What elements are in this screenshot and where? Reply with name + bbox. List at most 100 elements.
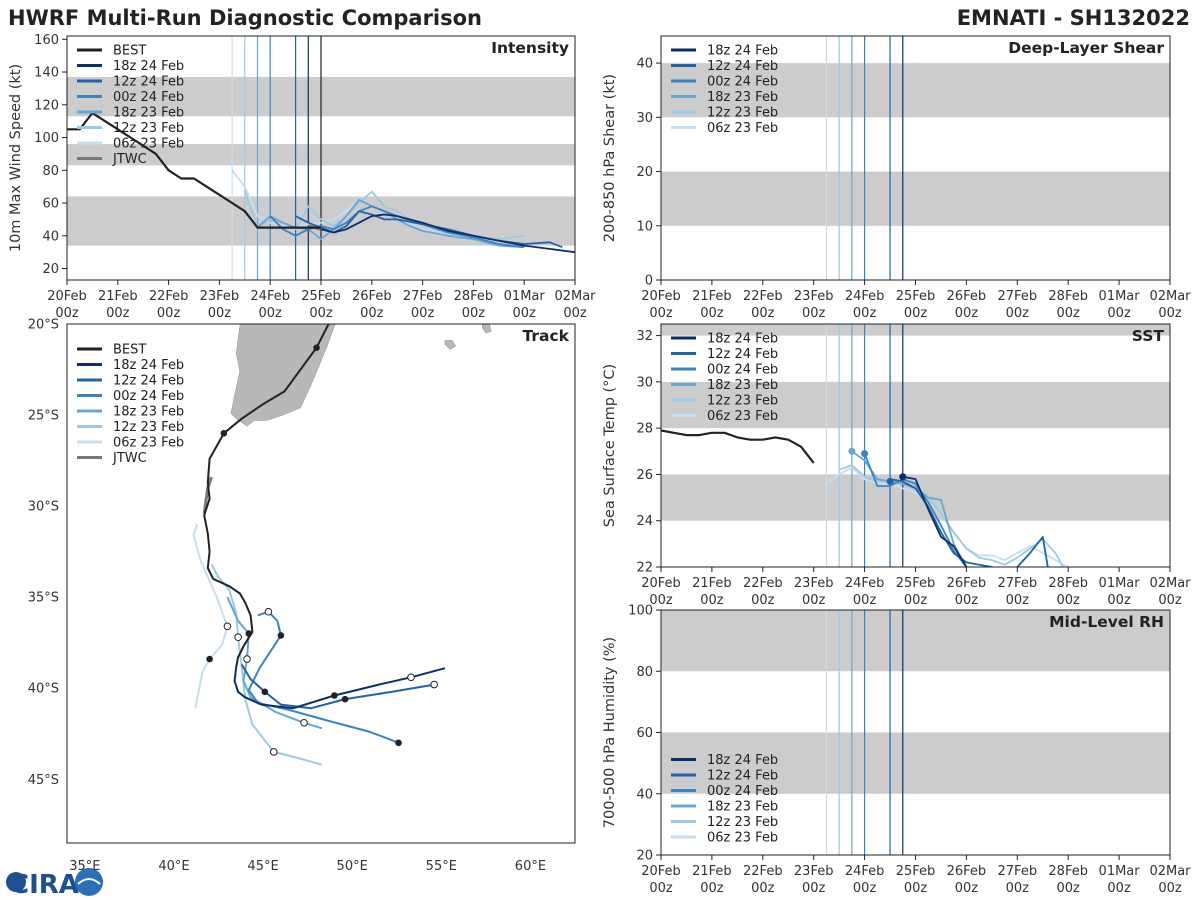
x-tick-hour: 00z bbox=[157, 306, 181, 321]
track-point-filled bbox=[220, 429, 228, 437]
track-12z-24-feb bbox=[240, 663, 435, 710]
legend-label: 18z 23 Feb bbox=[113, 106, 184, 121]
legend-label: 12z 23 Feb bbox=[113, 121, 184, 136]
threshold-band bbox=[661, 63, 1170, 118]
x-tick-hour: 00z bbox=[700, 306, 724, 321]
threshold-band bbox=[661, 324, 1170, 336]
legend-label: 06z 23 Feb bbox=[707, 831, 778, 846]
x-tick-hour: 00z bbox=[649, 593, 673, 608]
x-tick-date: 02Mar bbox=[1149, 289, 1191, 304]
lat-label: 25°S bbox=[28, 409, 59, 424]
land-mauritius bbox=[481, 324, 492, 334]
init-marker bbox=[886, 477, 894, 485]
legend-label: 18z 24 Feb bbox=[707, 753, 778, 768]
x-tick-hour: 00z bbox=[649, 881, 673, 896]
threshold-band bbox=[661, 171, 1170, 226]
x-tick-hour: 00z bbox=[802, 881, 826, 896]
cira-logo-wave-icon bbox=[77, 878, 101, 885]
panel-sst: 22 24 26 28 30 32 20Feb 00z 21Feb 00z 22Feb 00z 23Fe… bbox=[602, 323, 1191, 608]
x-tick-date: 01Mar bbox=[1099, 576, 1141, 591]
panel-rh: 20 40 60 80 100 20Feb 00z 21Feb 00z 22Feb 00z 23Feb… bbox=[602, 604, 1191, 897]
lon-label: 55°E bbox=[426, 859, 457, 874]
storm-id: EMNATI - SH132022 bbox=[957, 6, 1190, 30]
series-18z-24-feb bbox=[902, 475, 968, 567]
legend-label: 18z 24 Feb bbox=[113, 59, 184, 74]
legend-label: 18z 23 Feb bbox=[707, 800, 778, 815]
y-tick-label: 32 bbox=[636, 329, 653, 344]
lat-label: 30°S bbox=[28, 500, 59, 515]
x-tick-hour: 00z bbox=[462, 306, 486, 321]
cira-logo-emblem-icon bbox=[75, 868, 103, 896]
y-tick-label: 140 bbox=[34, 66, 59, 81]
x-tick-hour: 00z bbox=[1057, 306, 1081, 321]
track-jtwc bbox=[202, 476, 213, 514]
x-tick-hour: 00z bbox=[955, 881, 979, 896]
x-tick-date: 21Feb bbox=[692, 864, 732, 879]
figure-title: HWRF Multi-Run Diagnostic Comparison bbox=[8, 6, 482, 30]
series-best bbox=[661, 429, 815, 464]
x-tick-date: 27Feb bbox=[998, 576, 1038, 591]
plot-area bbox=[661, 324, 1170, 567]
legend-label: 18z 24 Feb bbox=[707, 44, 778, 59]
series-06z-23-feb bbox=[231, 169, 499, 244]
map-area bbox=[192, 324, 492, 766]
init-marker bbox=[899, 473, 907, 481]
x-tick-date: 22Feb bbox=[743, 576, 783, 591]
y-axis-label: 10m Max Wind Speed (kt) bbox=[8, 64, 24, 252]
panel-title: Deep-Layer Shear bbox=[1008, 39, 1164, 57]
y-tick-label: 40 bbox=[636, 787, 653, 802]
x-tick-hour: 00z bbox=[1006, 306, 1030, 321]
x-tick-date: 22Feb bbox=[743, 864, 783, 879]
track-12z-23-feb bbox=[210, 563, 323, 766]
x-tick-hour: 00z bbox=[904, 306, 928, 321]
y-tick-label: 40 bbox=[636, 57, 653, 72]
x-tick-hour: 00z bbox=[955, 593, 979, 608]
x-tick-hour: 00z bbox=[1158, 306, 1182, 321]
x-tick-hour: 00z bbox=[1107, 306, 1131, 321]
track-point-filled bbox=[341, 695, 349, 703]
y-tick-label: 0 bbox=[645, 274, 653, 289]
lat-label: 20°S bbox=[28, 318, 59, 333]
series-12z-24-feb bbox=[889, 478, 1049, 567]
legend-label: 12z 24 Feb bbox=[707, 769, 778, 784]
y-tick-label: 10 bbox=[636, 219, 653, 234]
legend-label: 18z 23 Feb bbox=[113, 405, 184, 420]
x-tick-hour: 00z bbox=[1057, 881, 1081, 896]
x-tick-hour: 00z bbox=[259, 306, 283, 321]
series-12z-23-feb bbox=[838, 464, 1064, 567]
legend-label: 12z 24 Feb bbox=[707, 347, 778, 362]
y-tick-label: 80 bbox=[42, 164, 59, 179]
legend-label: 06z 23 Feb bbox=[707, 121, 778, 136]
track-point-filled bbox=[261, 688, 269, 696]
legend-label: 18z 23 Feb bbox=[707, 90, 778, 105]
x-tick-date: 23Feb bbox=[200, 289, 240, 304]
x-tick-hour: 00z bbox=[208, 306, 232, 321]
threshold-band bbox=[661, 474, 1170, 521]
x-tick-date: 24Feb bbox=[845, 576, 885, 591]
legend-label: BEST bbox=[113, 343, 146, 358]
y-tick-label: 60 bbox=[42, 197, 59, 212]
threshold-band bbox=[661, 610, 1170, 672]
x-tick-date: 23Feb bbox=[794, 289, 834, 304]
legend-label: 00z 24 Feb bbox=[707, 75, 778, 90]
y-tick-label: 40 bbox=[42, 229, 59, 244]
y-tick-label: 30 bbox=[636, 111, 653, 126]
x-tick-hour: 00z bbox=[1006, 881, 1030, 896]
plot-area bbox=[661, 36, 1170, 280]
x-tick-date: 26Feb bbox=[947, 576, 987, 591]
track-best bbox=[203, 324, 330, 667]
x-tick-hour: 00z bbox=[513, 306, 537, 321]
legend-label: 12z 24 Feb bbox=[707, 59, 778, 74]
legend-label: 00z 24 Feb bbox=[113, 389, 184, 404]
track-18z-23-feb bbox=[226, 596, 323, 730]
x-tick-date: 21Feb bbox=[98, 289, 138, 304]
legend-label: 12z 23 Feb bbox=[707, 815, 778, 830]
legend-label: 00z 24 Feb bbox=[707, 784, 778, 799]
track-point-filled bbox=[313, 344, 320, 351]
panel-intensity: 20 40 60 80 100 120 140 160 20Feb 00z 21Feb 00z 22Fe… bbox=[8, 33, 596, 321]
x-tick-date: 02Mar bbox=[1149, 576, 1191, 591]
track-18z-24-feb bbox=[233, 666, 446, 710]
